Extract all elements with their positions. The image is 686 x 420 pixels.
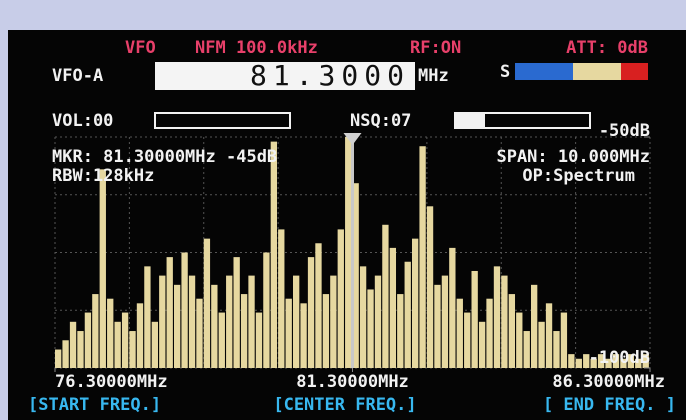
spectrum-bar [546, 303, 552, 368]
x-tick-label: 81.30000MHz [296, 372, 409, 392]
vfo-mode: VFO [125, 38, 156, 58]
y-tick-label: -50dB [599, 121, 650, 141]
frequency-unit: MHz [418, 66, 449, 86]
spectrum-bar [293, 276, 299, 368]
softkey[interactable]: [ END FREQ. ] [543, 395, 676, 415]
device-screen: VFO NFM 100.0kHz RF:ON ATT: 0dB VFO-A 81… [0, 0, 686, 420]
x-tick-label: 76.30000MHz [55, 372, 168, 392]
s-meter-label: S [500, 62, 510, 82]
spectrum-bar [486, 299, 492, 368]
spectrum-bar [375, 276, 381, 368]
s-meter-mid [573, 63, 621, 80]
spectrum-bar [92, 294, 98, 368]
op-info: OP:Spectrum [522, 166, 635, 186]
spectrum-bar [55, 350, 61, 368]
spectrum-bar [494, 266, 500, 368]
spectrum-bar [300, 303, 306, 368]
page: VFO NFM 100.0kHz RF:ON ATT: 0dB VFO-A 81… [0, 0, 686, 420]
spectrum-bar [308, 257, 314, 368]
s-meter-high [621, 63, 648, 80]
frequency[interactable]: 81.3000 [250, 59, 410, 92]
spectrum-bar [181, 253, 187, 369]
spectrum-bar [248, 276, 254, 368]
spectrum-bar [62, 340, 68, 368]
volume: VOL:00 [52, 111, 113, 131]
y-tick-label: -100dB [589, 348, 650, 368]
spectrum-bar [538, 322, 544, 368]
rf-status: RF:ON [410, 38, 461, 58]
spectrum-bar [472, 271, 478, 368]
spectrum-bar [137, 303, 143, 368]
marker-info: MKR: 81.30000MHz -45dB [52, 147, 277, 167]
spectrum-bar [278, 229, 284, 368]
spectrum-bar [323, 294, 329, 368]
spectrum-bar [412, 239, 418, 368]
spectrum-bar [159, 276, 165, 368]
s-meter-low [515, 63, 573, 80]
spectrum-bar [509, 294, 515, 368]
spectrum-bar [419, 146, 425, 368]
softkey[interactable]: [START FREQ.] [28, 395, 161, 415]
spectrum-bar [501, 276, 507, 368]
softkey[interactable]: [CENTER FREQ.] [273, 395, 416, 415]
spectrum-bar [286, 299, 292, 368]
spectrum-bar [174, 285, 180, 368]
spectrum-bar [77, 331, 83, 368]
spectrum-bar [167, 257, 173, 368]
spectrum-bar [204, 239, 210, 368]
spectrum-bar [360, 266, 366, 368]
spectrum-bar [531, 285, 537, 368]
spectrum-bar [144, 266, 150, 368]
squelch: NSQ:07 [350, 111, 411, 131]
spectrum-bar [85, 313, 91, 368]
spectrum-bar [129, 331, 135, 368]
spectrum-bar [219, 313, 225, 368]
spectrum-bar [382, 225, 388, 368]
spectrum-bar [256, 313, 262, 368]
spectrum-bar [479, 322, 485, 368]
spectrum-bar [70, 322, 76, 368]
spectrum-bar [315, 243, 321, 368]
spectrum-bar [553, 331, 559, 368]
spectrum-bar [345, 137, 351, 368]
spectrum-bar [449, 248, 455, 368]
span-info: SPAN: 10.000MHz [496, 147, 650, 167]
spectrum-bar [397, 294, 403, 368]
spectrum-bar [226, 276, 232, 368]
spectrum-bar [211, 285, 217, 368]
spectrum-bar [464, 313, 470, 368]
spectrum-bar [100, 169, 106, 368]
spectrum-bar [568, 354, 574, 368]
rbw-info: RBW:128kHz [52, 166, 154, 186]
squelch-fill [455, 113, 485, 128]
vfo-label: VFO-A [52, 66, 103, 86]
spectrum-bar [152, 322, 158, 368]
spectrum-bar [434, 285, 440, 368]
spectrum-bar [524, 331, 530, 368]
spectrum-bar [107, 299, 113, 368]
spectrum-bar [405, 262, 411, 368]
spectrum-bar [457, 299, 463, 368]
modulation: NFM 100.0kHz [195, 38, 318, 58]
spectrum-bar [576, 359, 582, 368]
spectrum-bar [196, 299, 202, 368]
spectrum-bar [241, 294, 247, 368]
spectrum-bar [115, 322, 121, 368]
spectrum-bar [390, 248, 396, 368]
spectrum-bar [516, 313, 522, 368]
spectrum-bar [263, 253, 269, 369]
attenuator: ATT: 0dB [566, 38, 648, 58]
spectrum-bar [271, 142, 277, 368]
x-tick-label: 86.30000MHz [552, 372, 665, 392]
spectrum-bar [330, 276, 336, 368]
spectrum-bar [338, 229, 344, 368]
spectrum-bar [427, 206, 433, 368]
spectrum-bar [367, 289, 373, 368]
spectrum-bar [122, 313, 128, 368]
spectrum-bar [189, 276, 195, 368]
spectrum-bar [561, 313, 567, 368]
spectrum-bar [442, 276, 448, 368]
spectrum-bar [234, 257, 240, 368]
